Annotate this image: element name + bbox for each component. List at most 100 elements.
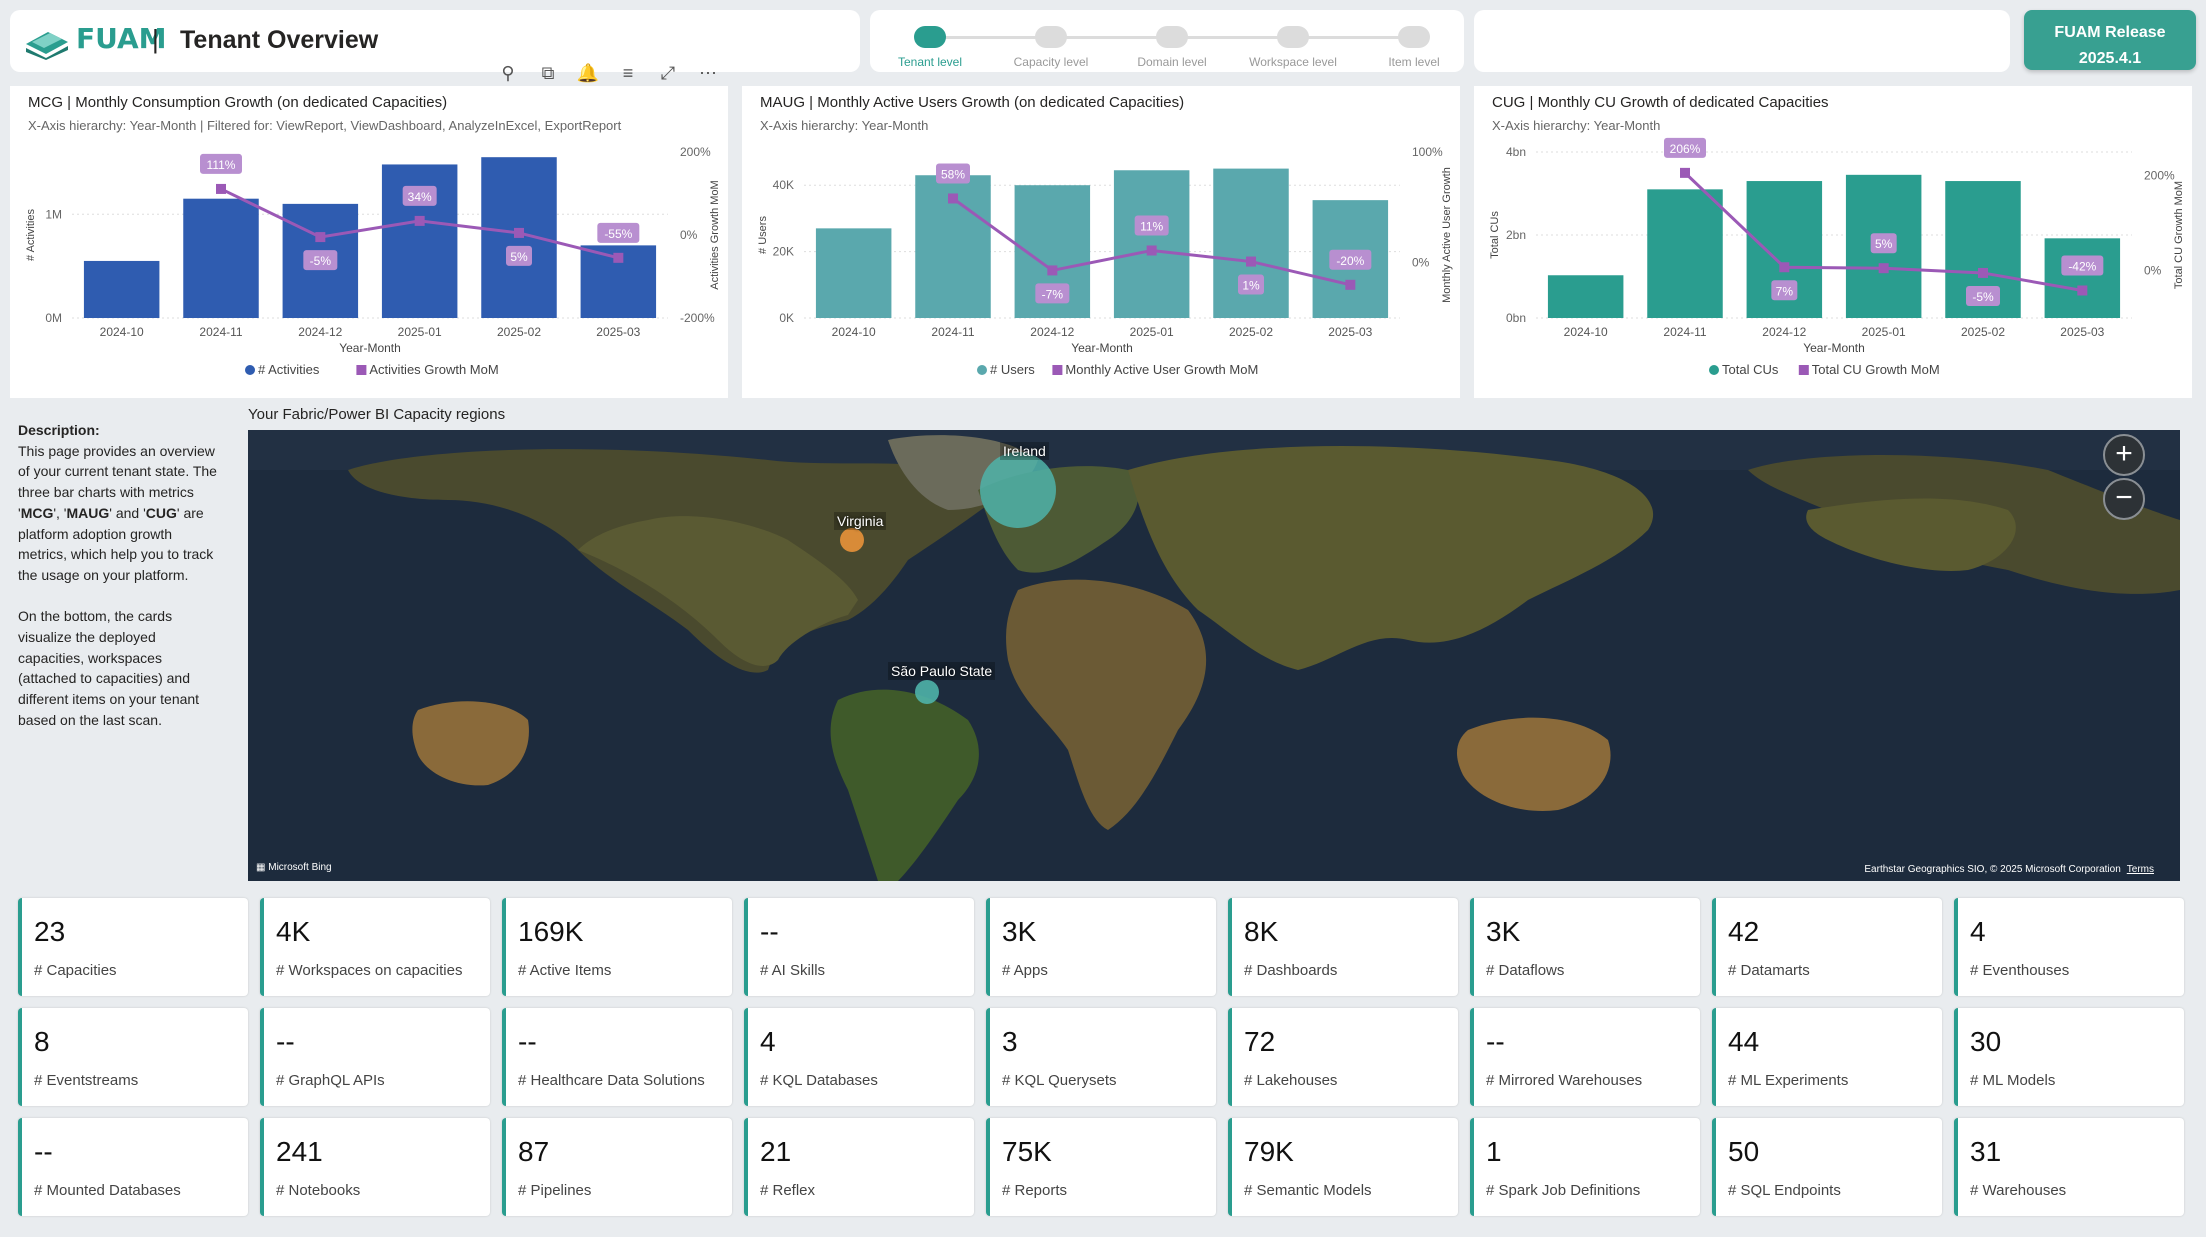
legend-swatch <box>1798 365 1809 375</box>
card-value: 44 <box>1728 1026 1760 1057</box>
x-tick-label: 2024-10 <box>100 325 144 339</box>
y2-tick-label: 0% <box>1412 256 1430 270</box>
legend-swatch <box>245 365 255 375</box>
x-tick-label: 2024-10 <box>1564 325 1608 339</box>
card-value: 75K <box>1002 1136 1052 1167</box>
data-label: 5% <box>1875 237 1893 251</box>
stat-card: 75K # Reports <box>986 1118 1216 1216</box>
card-label: # Spark Job Definitions <box>1486 1182 1641 1199</box>
card-value: 4 <box>760 1026 776 1057</box>
nav-step-domain[interactable]: Domain level <box>1112 10 1232 72</box>
card-label: # GraphQL APIs <box>276 1072 385 1089</box>
data-label-bg <box>303 250 338 271</box>
zoom-out-button[interactable]: − <box>2103 478 2145 520</box>
x-tick-label: 2025-01 <box>1130 325 1174 339</box>
copy-icon[interactable]: ⧉ <box>541 62 555 83</box>
data-label-bg <box>1870 233 1897 254</box>
card-label: # Eventstreams <box>34 1072 139 1089</box>
card-value: 4 <box>1970 916 1986 947</box>
release-button[interactable]: FUAM Release 2025.4.1 <box>2024 10 2196 70</box>
nav-step-capacity[interactable]: Capacity level <box>991 10 1111 72</box>
data-label: 7% <box>1776 284 1794 298</box>
card-label: # SQL Endpoints <box>1728 1182 1841 1199</box>
growth-point <box>613 252 624 263</box>
region-label-ireland: Ireland <box>1000 442 1049 460</box>
release-version: 2025.4.1 <box>2078 50 2142 67</box>
more-icon[interactable]: ⋯ <box>699 62 717 83</box>
y2-tick-label: 200% <box>680 145 711 159</box>
filter-icon[interactable]: ≡ <box>622 62 634 83</box>
chart-title: MAUG | Monthly Active Users Growth (on d… <box>760 94 1185 111</box>
data-label: -20% <box>1336 254 1364 268</box>
card-label: # Workspaces on capacities <box>276 962 463 979</box>
stat-card: -- # Healthcare Data Solutions <box>502 1008 732 1106</box>
nav-dot <box>1277 26 1309 48</box>
stat-card: 3K # Apps <box>986 898 1216 996</box>
x-tick-label: 2025-03 <box>2060 325 2104 339</box>
pin-icon[interactable]: ⚲ <box>501 62 515 83</box>
x-axis-label: Year-Month <box>339 341 401 355</box>
y-tick-label: 0K <box>779 311 794 325</box>
x-tick-label: 2025-02 <box>1229 325 1273 339</box>
zoom-in-button[interactable]: + <box>2103 434 2145 476</box>
nav-step-item[interactable]: Item level <box>1354 10 1474 72</box>
card-value: 79K <box>1244 1136 1294 1167</box>
data-label-bg <box>1035 283 1070 304</box>
data-label: 111% <box>207 158 236 172</box>
y2-tick-label: 0% <box>2144 264 2162 278</box>
data-label-bg <box>597 222 640 243</box>
map-terms-link[interactable]: Terms <box>2126 864 2154 875</box>
stat-card: 169K # Active Items <box>502 898 732 996</box>
chart-maug[interactable]: MAUG | Monthly Active Users Growth (on d… <box>742 86 1460 398</box>
bar <box>1647 189 1723 318</box>
data-label-bg <box>402 185 437 206</box>
nav-dot <box>1156 26 1188 48</box>
y2-tick-label: 200% <box>2144 169 2175 183</box>
region-marker-virginia[interactable] <box>840 528 864 552</box>
y2-tick-label: 0% <box>680 228 698 242</box>
capacity-map[interactable]: Ireland Virginia São Paulo State + − ▦ M… <box>248 430 2180 881</box>
chart-subtitle: X-Axis hierarchy: Year-Month <box>760 118 929 133</box>
card-value: 3K <box>1002 916 1037 947</box>
card-value: 31 <box>1970 1136 2002 1167</box>
stat-card: 79K # Semantic Models <box>1228 1118 1458 1216</box>
expand-icon[interactable]: ⤢ <box>660 62 676 83</box>
item-cards: 23 # Capacities 4K # Workspaces on capaciti… <box>18 898 2188 1218</box>
stat-card: 30 # ML Models <box>1954 1008 2184 1106</box>
chart-cug[interactable]: CUG | Monthly CU Growth of dedicated Cap… <box>1474 86 2192 398</box>
card-label: # Dataflows <box>1486 962 1565 979</box>
legend-label: Total CUs <box>1722 362 1779 377</box>
card-value: -- <box>760 916 779 947</box>
world-map <box>248 430 2180 881</box>
chart-mcg[interactable]: MCG | Monthly Consumption Growth (on ded… <box>10 86 728 398</box>
stat-card: 3 # KQL Querysets <box>986 1008 1216 1106</box>
card-value: 8 <box>34 1026 50 1057</box>
chart-canvas: 0M 1M -200% 0% 200% # Activities Activities Gr… <box>25 145 721 377</box>
nav-step-workspace[interactable]: Workspace level <box>1233 10 1353 72</box>
card-value: 50 <box>1728 1136 1760 1167</box>
legend-swatch <box>1709 365 1719 375</box>
stat-card: 42 # Datamarts <box>1712 898 1942 996</box>
card-label: # Notebooks <box>276 1182 361 1199</box>
description: Description: This page provides an overv… <box>18 420 223 731</box>
y-tick-label: 4bn <box>1506 145 1526 159</box>
y-tick-label: 0M <box>45 311 62 325</box>
card-label: # Mounted Databases <box>34 1182 181 1199</box>
legend-swatch <box>977 365 987 375</box>
page-title: Tenant Overview <box>180 26 379 54</box>
stat-card: -- # AI Skills <box>744 898 974 996</box>
fuam-logo-icon <box>26 32 68 60</box>
card-label: # Mirrored Warehouses <box>1486 1072 1643 1089</box>
card-label: # KQL Querysets <box>1002 1072 1117 1089</box>
stat-card: 23 # Capacities <box>18 898 248 996</box>
region-marker-ireland[interactable] <box>980 452 1056 528</box>
data-label: 1% <box>1242 279 1260 293</box>
card-value: 1 <box>1486 1136 1502 1167</box>
y-tick-label: 1M <box>45 207 62 221</box>
region-label-sao-paulo: São Paulo State <box>888 662 996 680</box>
region-marker-sao-paulo[interactable] <box>915 680 939 704</box>
nav-step-tenant[interactable]: Tenant level <box>870 10 990 72</box>
blank-panel <box>1474 10 2010 72</box>
bell-icon[interactable]: 🔔 <box>576 62 600 83</box>
bar <box>1113 170 1190 318</box>
